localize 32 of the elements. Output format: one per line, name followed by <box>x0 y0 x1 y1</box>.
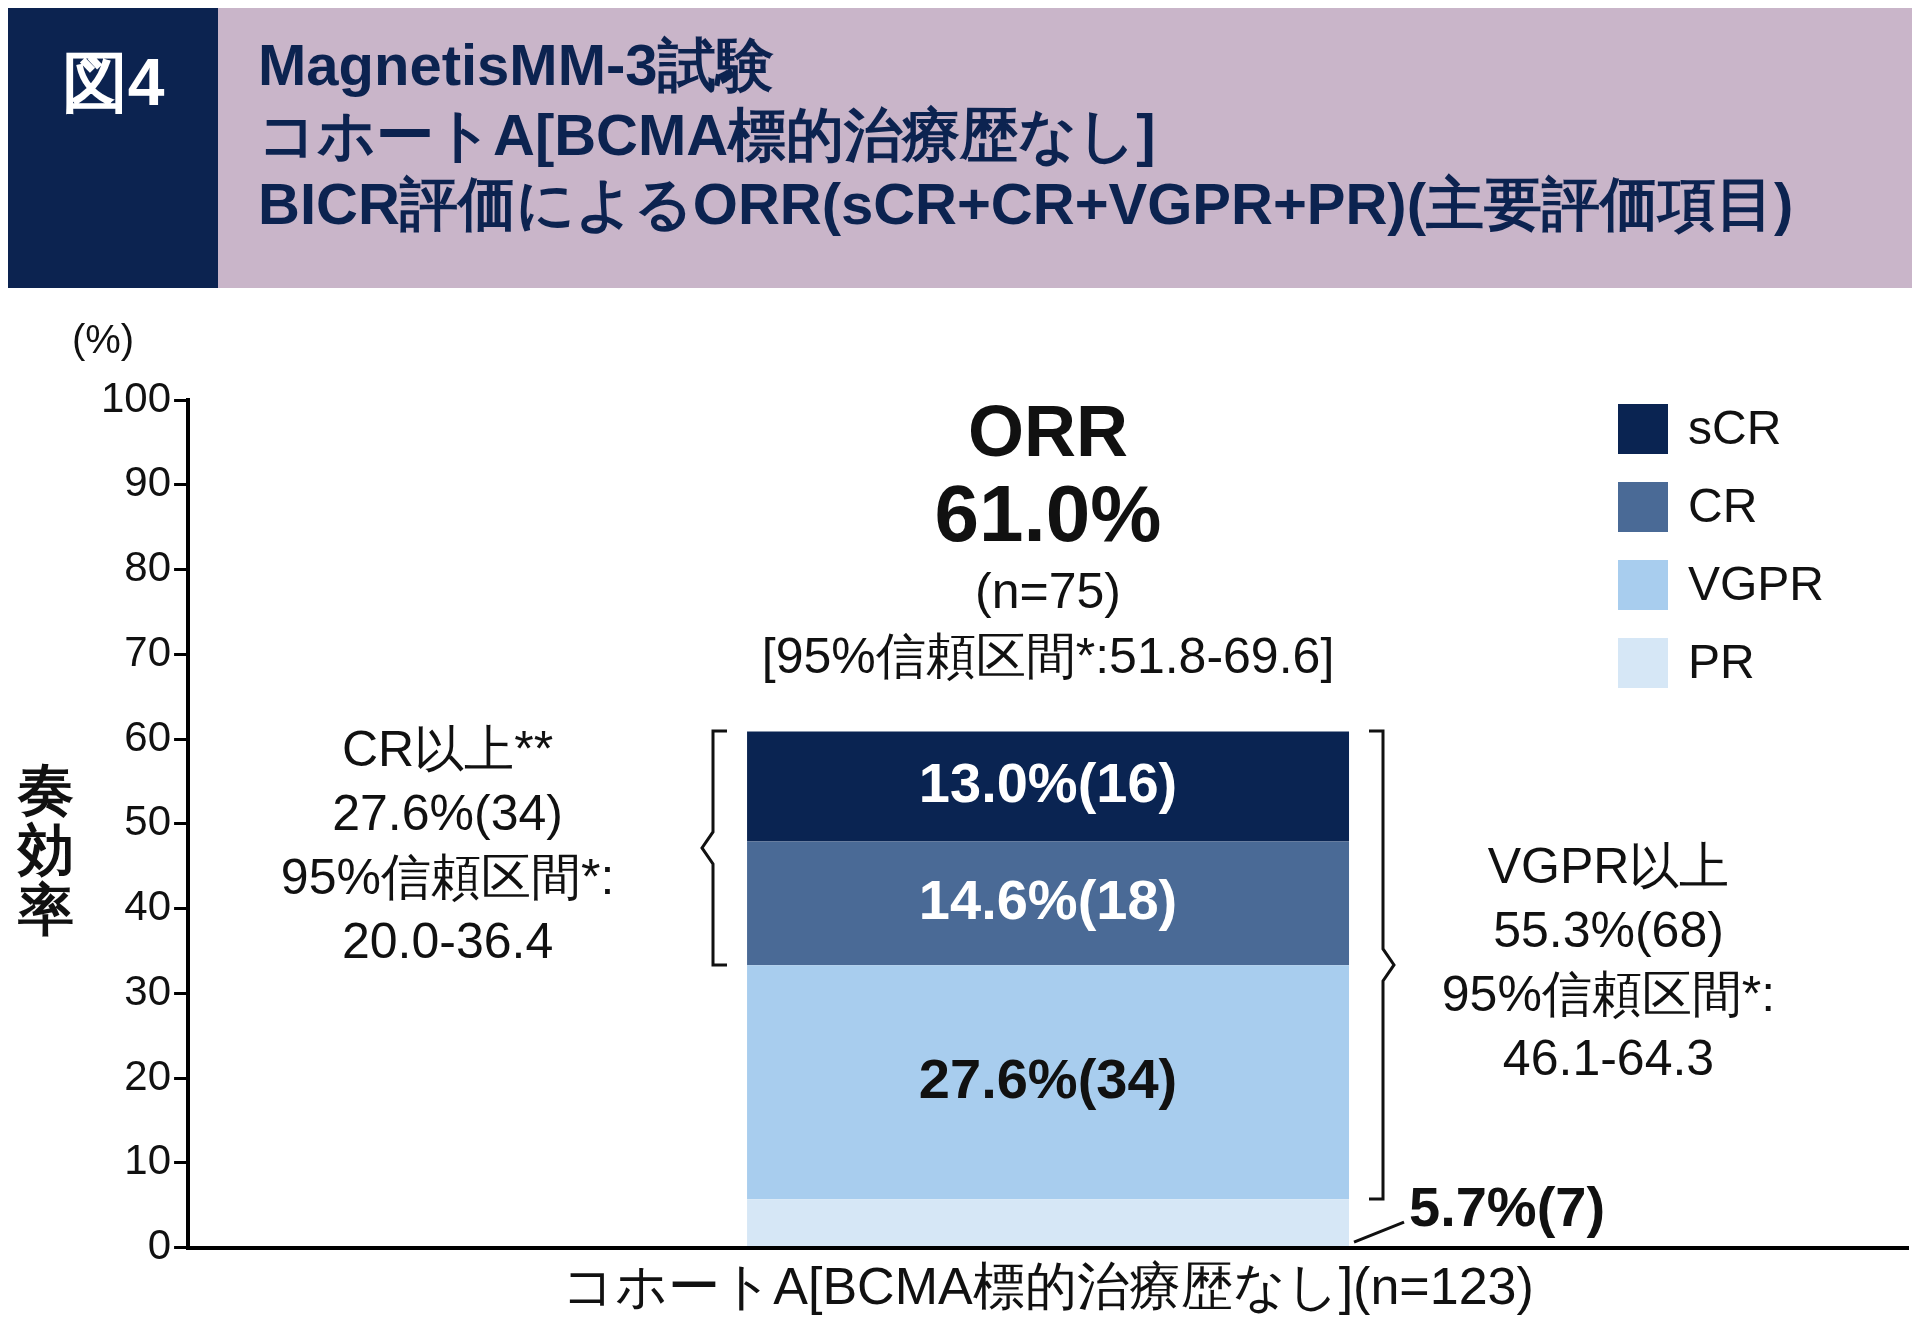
caption: 図4 <box>8 8 218 288</box>
legend-label: PR <box>1688 635 1755 689</box>
y-tick-label: 70 <box>124 627 172 675</box>
y-tick-label: 100 <box>101 373 172 421</box>
annotation: ORR 61.0% (n=75) [95%信頼区間*:51.8-69.6] <box>761 391 1335 685</box>
bar <box>747 731 1350 842</box>
y-tick-label: 60 <box>124 712 172 760</box>
y-tick-label: 20 <box>124 1051 172 1099</box>
annotation: VGPR以上 55.3%(68) 95%信頼区間*: 46.1-64.3 <box>1441 838 1776 1087</box>
legend-label: CR <box>1688 479 1758 533</box>
y-axis-title: 奏効率 <box>16 758 74 942</box>
y-tick-label: 10 <box>124 1136 172 1184</box>
y-tick-label: 90 <box>124 458 172 506</box>
bar <box>747 841 1350 966</box>
x-tick-label: コホートA[BCMA標的治療歴なし](n=123) <box>562 1257 1534 1316</box>
y-tick-label: 30 <box>124 966 172 1014</box>
y-tick-label: 40 <box>124 882 172 930</box>
y-tick-label: 80 <box>124 543 172 591</box>
data-label: 13.0%(16) <box>918 750 1178 814</box>
text: (%) <box>71 317 135 362</box>
bar <box>747 965 1350 1200</box>
data-label: 27.6%(34) <box>918 1046 1178 1110</box>
annotation: CR以上** 27.6%(34) 95%信頼区間*: 20.0-36.4 <box>280 721 615 970</box>
y-tick-label: 0 <box>147 1221 172 1269</box>
text: BICR評価によるORR(sCR+CR+VGPR+PR)(主要評価項目) <box>258 170 1795 239</box>
y-tick-label: 50 <box>124 797 172 845</box>
data-label: 14.6%(18) <box>918 867 1178 931</box>
legend-label: sCR <box>1688 401 1782 455</box>
chart-subtitle: コホートA[BCMA標的治療歴なし] <box>258 100 1157 169</box>
chart-title: MagnetisMM-3試験 <box>258 31 775 99</box>
data-label: 5.7%(7) <box>1409 1174 1606 1238</box>
legend-label: VGPR <box>1688 557 1825 611</box>
